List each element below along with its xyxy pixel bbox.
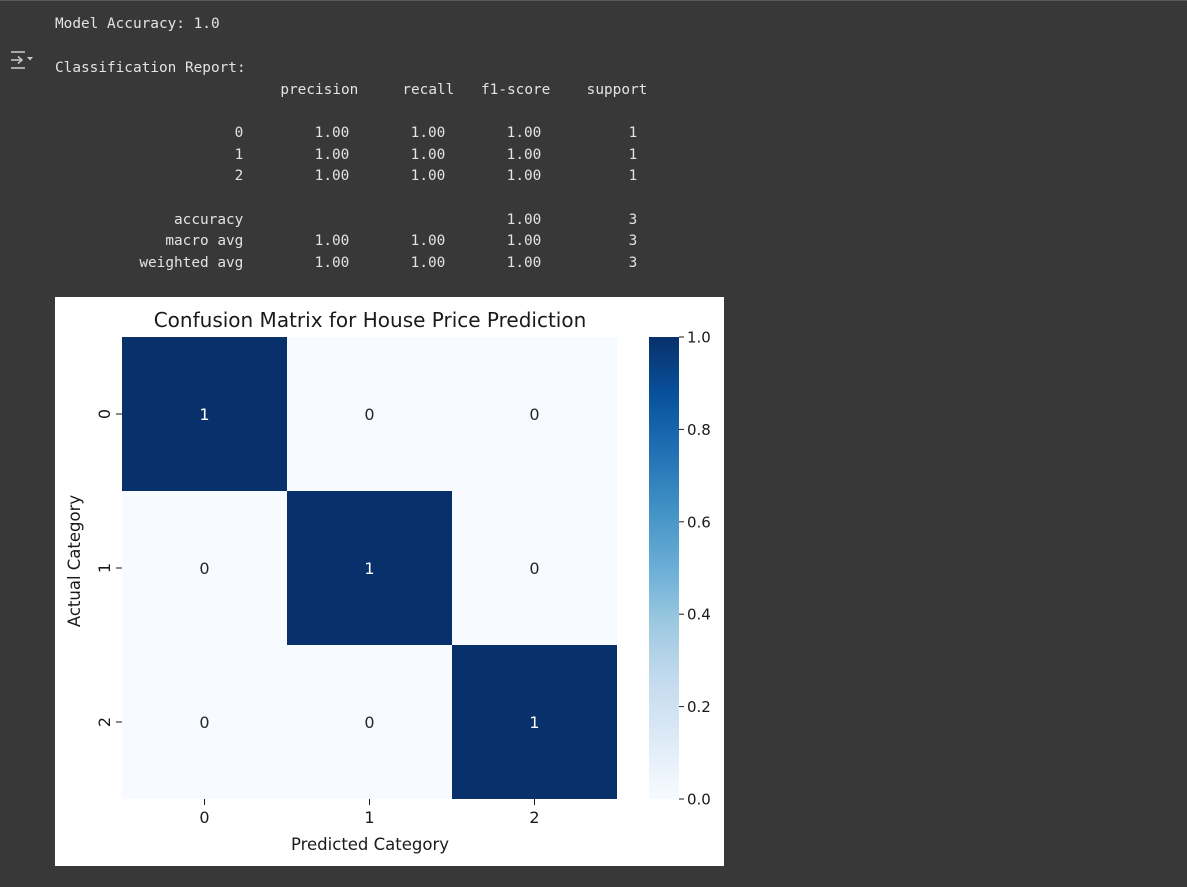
colorbar-tick-label: 1.0 [687, 329, 711, 347]
y-tick-label: 1 [95, 563, 114, 573]
y-tick-label: 2 [95, 717, 114, 727]
heatmap-annotation: 0 [199, 559, 209, 578]
heatmap-annotation: 0 [529, 559, 539, 578]
heatmap-annotation: 1 [364, 559, 374, 578]
report-row-recall: 1.00 [410, 147, 446, 163]
x-axis-label: Predicted Category [291, 835, 449, 854]
report-header-precision: precision [280, 82, 359, 98]
heatmap-annotation: 0 [199, 713, 209, 732]
confusion-matrix-figure: Confusion Matrix for House Price Predict… [55, 297, 724, 866]
confusion-matrix-chart: Confusion Matrix for House Price Predict… [65, 308, 711, 854]
heatmap-annotation: 0 [529, 405, 539, 424]
report-row-f1: 1.00 [506, 168, 542, 184]
heatmap-cell [452, 491, 617, 645]
report-row-label: 0 [234, 125, 244, 141]
heatmap-cell [122, 337, 287, 491]
report-row-f1: 1.00 [506, 147, 542, 163]
heatmap-cell [452, 337, 617, 491]
heatmap-annotation: 0 [364, 405, 374, 424]
heatmap-cell [122, 645, 287, 799]
report-row-support: 1 [628, 125, 638, 141]
report-summary-precision: 1.00 [314, 255, 350, 271]
report-row-precision: 1.00 [314, 125, 350, 141]
report-summary-support: 3 [628, 255, 638, 271]
heatmap-cell [122, 491, 287, 645]
report-row-support: 1 [628, 168, 638, 184]
report-summary-label: weighted avg [139, 255, 244, 271]
report-row-label: 2 [234, 168, 244, 184]
colorbar [649, 337, 679, 799]
report-row-label: 1 [234, 147, 244, 163]
report-summary-f1: 1.00 [506, 255, 542, 271]
report-summary-label: macro avg [165, 233, 244, 249]
cell-top-border [0, 0, 1187, 1]
report-header-recall: recall [402, 82, 455, 98]
report-summary-support: 3 [628, 233, 638, 249]
output-toggle-icon[interactable] [8, 48, 36, 72]
chart-title: Confusion Matrix for House Price Predict… [154, 308, 587, 332]
model-accuracy-line: Model Accuracy: 1.0 [55, 16, 220, 32]
x-tick-label: 2 [529, 808, 539, 827]
report-summary-recall: 1.00 [410, 255, 446, 271]
colorbar-tick-label: 0.0 [687, 791, 711, 809]
x-tick-label: 0 [199, 808, 209, 827]
heatmap-annotation: 1 [529, 713, 539, 732]
heatmap-annotation: 0 [364, 713, 374, 732]
report-summary-support: 3 [628, 212, 638, 228]
report-row-f1: 1.00 [506, 125, 542, 141]
y-axis-label: Actual Category [65, 495, 84, 628]
heatmap-annotation: 1 [199, 405, 209, 424]
colorbar-tick-label: 0.2 [687, 698, 711, 716]
cell-output-text: Model Accuracy: 1.0 Classification Repor… [55, 0, 647, 887]
colorbar-tick-label: 0.6 [687, 513, 711, 531]
colorbar-tick-label: 0.8 [687, 421, 711, 439]
report-header-support: support [586, 82, 648, 98]
x-tick-label: 1 [364, 808, 374, 827]
report-row-recall: 1.00 [410, 125, 446, 141]
report-title: Classification Report: [55, 60, 246, 76]
heatmap-cell [452, 645, 617, 799]
report-summary-f1: 1.00 [506, 233, 542, 249]
heatmap-cell [287, 491, 452, 645]
colorbar-tick-label: 0.4 [687, 606, 711, 624]
heatmap-cell [287, 645, 452, 799]
report-summary-precision: 1.00 [314, 233, 350, 249]
report-row-precision: 1.00 [314, 168, 350, 184]
report-summary-recall: 1.00 [410, 233, 446, 249]
report-summary-label: accuracy [174, 212, 244, 228]
report-row-recall: 1.00 [410, 168, 446, 184]
y-tick-label: 0 [95, 409, 114, 419]
report-header-f1-score: f1-score [481, 82, 551, 98]
report-summary-f1: 1.00 [506, 212, 542, 228]
report-row-precision: 1.00 [314, 147, 350, 163]
heatmap-cell [287, 337, 452, 491]
report-row-support: 1 [628, 147, 638, 163]
